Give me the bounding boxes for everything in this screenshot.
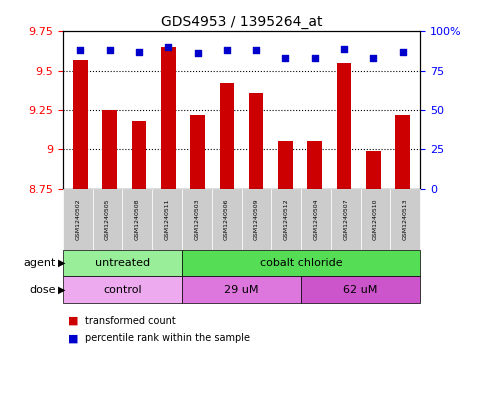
Text: GSM1240507: GSM1240507 — [343, 198, 348, 240]
Text: control: control — [103, 285, 142, 295]
Bar — [220, 83, 234, 189]
Bar — [132, 121, 146, 189]
Point — [369, 55, 377, 61]
Point — [106, 47, 114, 53]
Point — [76, 47, 84, 53]
Point — [340, 46, 348, 52]
Bar — [190, 115, 205, 189]
Text: ▶: ▶ — [58, 258, 66, 268]
Text: GSM1240506: GSM1240506 — [224, 198, 229, 240]
Text: GSM1240511: GSM1240511 — [165, 198, 170, 240]
Text: transformed count: transformed count — [85, 316, 175, 326]
Bar — [102, 110, 117, 189]
Bar — [249, 93, 263, 189]
Text: GSM1240513: GSM1240513 — [403, 198, 408, 240]
Title: GDS4953 / 1395264_at: GDS4953 / 1395264_at — [161, 15, 322, 29]
Bar — [278, 141, 293, 189]
Text: dose: dose — [29, 285, 56, 295]
Text: GSM1240510: GSM1240510 — [373, 198, 378, 240]
Text: ■: ■ — [68, 333, 78, 343]
Text: GSM1240505: GSM1240505 — [105, 198, 110, 240]
Bar — [307, 141, 322, 189]
Point — [194, 50, 201, 57]
Bar — [337, 63, 351, 189]
Point — [135, 49, 143, 55]
Text: GSM1240503: GSM1240503 — [194, 198, 199, 240]
Point — [399, 49, 407, 55]
Bar — [73, 60, 88, 189]
Text: ▶: ▶ — [58, 285, 66, 295]
Point — [223, 47, 231, 53]
Point — [252, 47, 260, 53]
Point — [282, 55, 289, 61]
Bar — [395, 115, 410, 189]
Text: GSM1240504: GSM1240504 — [313, 198, 318, 240]
Bar — [161, 47, 176, 189]
Text: 62 uM: 62 uM — [343, 285, 378, 295]
Text: GSM1240512: GSM1240512 — [284, 198, 289, 240]
Text: percentile rank within the sample: percentile rank within the sample — [85, 333, 250, 343]
Text: GSM1240509: GSM1240509 — [254, 198, 259, 240]
Point — [164, 44, 172, 50]
Text: cobalt chloride: cobalt chloride — [260, 258, 342, 268]
Text: 29 uM: 29 uM — [224, 285, 259, 295]
Text: agent: agent — [23, 258, 56, 268]
Bar — [366, 151, 381, 189]
Text: ■: ■ — [68, 316, 78, 326]
Text: GSM1240502: GSM1240502 — [75, 198, 80, 240]
Text: GSM1240508: GSM1240508 — [135, 198, 140, 240]
Text: untreated: untreated — [95, 258, 150, 268]
Point — [311, 55, 319, 61]
